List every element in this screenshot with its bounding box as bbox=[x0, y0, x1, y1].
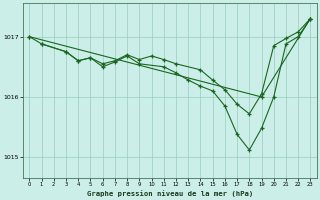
X-axis label: Graphe pression niveau de la mer (hPa): Graphe pression niveau de la mer (hPa) bbox=[87, 190, 253, 197]
